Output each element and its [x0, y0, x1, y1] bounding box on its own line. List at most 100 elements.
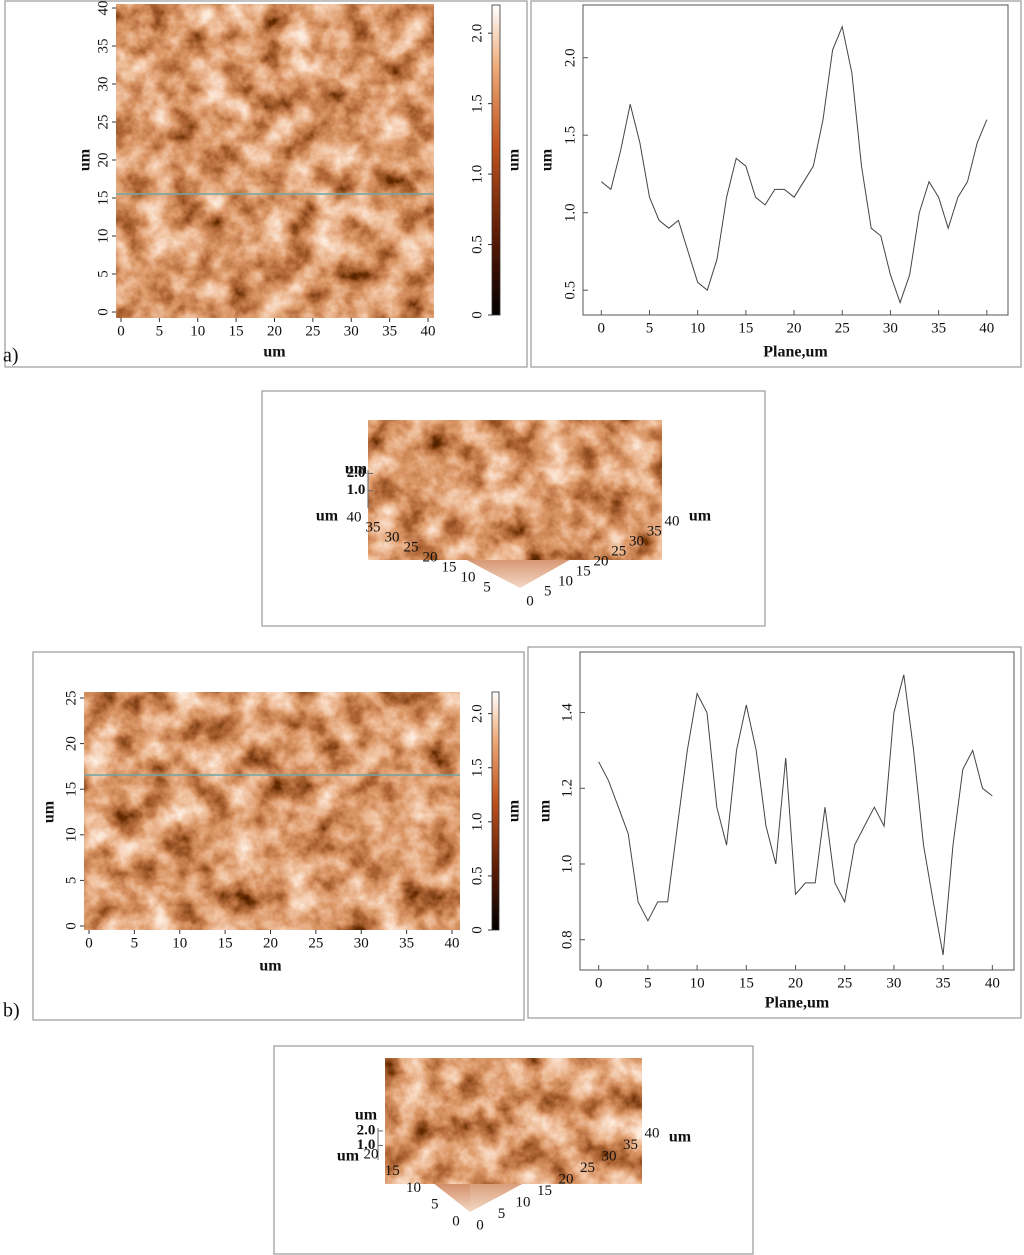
y-tick-label: 1.4 — [559, 703, 575, 722]
x-tick-label: 25 — [611, 543, 626, 559]
y-axis-label: um — [77, 148, 94, 171]
y-tick-label: 20 — [423, 549, 438, 565]
x-tick-label: 15 — [576, 563, 591, 579]
colorbar-tick-label: 0.5 — [469, 235, 485, 254]
y-tick-label: 25 — [404, 539, 419, 555]
colorbar-label: um — [506, 148, 523, 171]
y-tick-label: 30 — [385, 529, 400, 545]
z-tick-label: 2.0 — [347, 465, 366, 481]
x-tick-label: 30 — [883, 320, 898, 336]
x-tick-label: 35 — [936, 975, 951, 991]
colorbar-label: um — [506, 799, 523, 822]
colorbar-tick-label: 2.0 — [469, 24, 485, 43]
x-tick-label: 0 — [526, 593, 534, 609]
y-tick-label: 25 — [63, 691, 79, 706]
x-axis-label: Plane,um — [763, 344, 828, 361]
y-tick-label: 0.5 — [562, 281, 578, 300]
x-tick-label: 0 — [117, 323, 125, 339]
x-tick-label: 40 — [445, 935, 460, 951]
y-tick-label: 10 — [406, 1180, 421, 1196]
surface-side — [470, 1092, 642, 1212]
y-tick-label: 0 — [452, 1213, 460, 1229]
x-tick-label: 5 — [131, 935, 139, 951]
colorbar-tick-label: 2.0 — [469, 704, 485, 723]
colorbar — [491, 691, 500, 931]
y-tick-label: 40 — [95, 1, 111, 16]
y-tick-label: 25 — [95, 115, 111, 130]
x-tick-label: 0 — [85, 935, 93, 951]
y-tick-label: 5 — [483, 579, 491, 595]
x-axis-label: Plane,um — [765, 995, 830, 1012]
x-tick-label: 35 — [931, 320, 946, 336]
y-tick-label: 35 — [95, 39, 111, 54]
x-tick-label: 20 — [263, 935, 278, 951]
colorbar-tick-label: 0 — [469, 311, 485, 319]
x-axis-label: um — [259, 958, 282, 975]
x-axis-label: um — [669, 1129, 692, 1146]
x-tick-label: 5 — [646, 320, 654, 336]
surface-side — [385, 1117, 470, 1212]
y-tick-label: 0 — [95, 308, 111, 316]
x-tick-label: 25 — [580, 1160, 595, 1176]
x-tick-label: 10 — [516, 1194, 531, 1210]
x-tick-label: 0 — [598, 320, 606, 336]
x-tick-label: 30 — [354, 935, 369, 951]
x-tick-label: 20 — [788, 975, 803, 991]
x-tick-label: 40 — [985, 975, 1000, 991]
x-tick-label: 40 — [421, 323, 436, 339]
y-tick-label: 1.5 — [562, 126, 578, 145]
colorbar — [491, 4, 501, 316]
profile — [600, 25, 988, 305]
x-axis-label: um — [689, 508, 712, 525]
x-tick-label: 30 — [886, 975, 901, 991]
surface-side — [520, 480, 662, 588]
y-tick-label: 5 — [63, 877, 79, 885]
x-tick-label: 25 — [835, 320, 850, 336]
x-tick-label: 10 — [558, 573, 573, 589]
panel-label: b) — [3, 1000, 20, 1022]
plot-area — [582, 4, 1009, 316]
x-tick-label: 20 — [267, 323, 282, 339]
x-tick-label: 35 — [623, 1137, 638, 1153]
x-tick-label: 15 — [739, 975, 754, 991]
y-tick-label: 15 — [385, 1163, 400, 1179]
y-tick-label: 0 — [63, 922, 79, 930]
x-tick-label: 0 — [595, 975, 603, 991]
x-tick-label: 40 — [645, 1125, 660, 1141]
z-tick-label: 1.0 — [347, 482, 366, 498]
surface-top — [368, 420, 662, 560]
y-tick-label: 0.8 — [559, 930, 575, 949]
y-tick-label: 1.0 — [559, 855, 575, 874]
y-tick-label: 2.0 — [562, 48, 578, 67]
y-tick-label: 40 — [347, 509, 362, 525]
x-tick-label: 15 — [218, 935, 233, 951]
x-tick-label: 5 — [156, 323, 164, 339]
x-tick-label: 20 — [787, 320, 802, 336]
x-tick-label: 5 — [644, 975, 652, 991]
y-tick-label: 20 — [63, 736, 79, 751]
x-tick-label: 35 — [382, 323, 397, 339]
x-tick-label: 15 — [537, 1183, 552, 1199]
x-tick-label: 25 — [308, 935, 323, 951]
afm-image — [116, 4, 434, 318]
x-tick-label: 40 — [979, 320, 994, 336]
x-tick-label: 20 — [594, 553, 609, 569]
afm-image — [84, 692, 460, 930]
y-tick-label: 30 — [95, 77, 111, 92]
panel-label: a) — [3, 345, 19, 367]
panel-frame — [527, 646, 1022, 1019]
z-tick-label: 1.0 — [357, 1137, 376, 1153]
y-tick-label: 1.2 — [559, 779, 575, 798]
z-tick-label: 2.0 — [357, 1122, 376, 1138]
x-tick-label: 10 — [690, 975, 705, 991]
z-axis-label: um — [345, 461, 368, 478]
y-axis-label: um — [316, 508, 339, 525]
x-tick-label: 30 — [629, 533, 644, 549]
y-tick-label: 20 — [95, 153, 111, 168]
x-tick-label: 25 — [305, 323, 320, 339]
colorbar-tick-label: 1.5 — [469, 94, 485, 113]
y-tick-label: 35 — [366, 519, 381, 535]
x-tick-label: 5 — [544, 583, 552, 599]
y-tick-label: 10 — [461, 569, 476, 585]
